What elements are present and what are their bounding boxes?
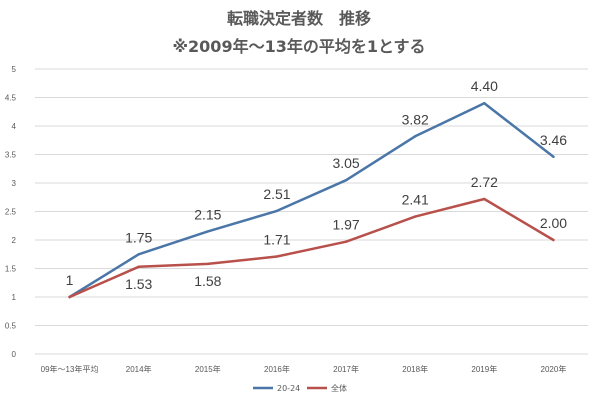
data-point xyxy=(483,197,486,201)
y-tick-label: 5 xyxy=(12,65,17,74)
data-label: 2.72 xyxy=(471,174,498,190)
data-label: 1.75 xyxy=(125,229,152,245)
data-point xyxy=(206,262,210,266)
y-tick-label: 4 xyxy=(12,122,17,131)
data-label: 3.05 xyxy=(332,155,359,171)
series-line xyxy=(68,197,555,299)
data-point xyxy=(483,102,486,105)
data-point xyxy=(552,238,555,242)
y-tick-label: 2 xyxy=(12,236,17,245)
data-label: 2.51 xyxy=(263,186,290,202)
data-label: 3.46 xyxy=(540,132,567,148)
data-label: 2.15 xyxy=(194,206,221,222)
chart-subtitle: ※2009年～13年の平均を1とする xyxy=(172,37,425,56)
data-label: 2.41 xyxy=(402,192,429,208)
data-label: 1.53 xyxy=(125,276,152,292)
data-point xyxy=(552,155,555,158)
legend-label: 全体 xyxy=(331,383,347,393)
data-point xyxy=(275,209,279,213)
data-label: 3.82 xyxy=(402,111,429,127)
chart-title: 転職決定者数 推移 xyxy=(227,9,371,28)
x-tick-label: 2016年 xyxy=(264,364,290,374)
data-label: 2.00 xyxy=(540,215,567,231)
y-tick-label: 0.5 xyxy=(5,322,17,331)
x-tick-label: 2015年 xyxy=(195,364,221,374)
y-tick-label: 4.5 xyxy=(5,94,17,103)
y-tick-label: 3.5 xyxy=(5,151,17,160)
series-line xyxy=(68,101,555,299)
y-tick-label: 1 xyxy=(12,293,17,302)
x-tick-label: 2020年 xyxy=(541,364,567,374)
data-label: 1.97 xyxy=(332,217,359,233)
data-point xyxy=(68,295,71,299)
x-tick-label: 09年～13年平均 xyxy=(41,364,99,374)
data-point xyxy=(137,253,140,256)
x-tick-label: 2017年 xyxy=(333,364,359,374)
data-label: 1 xyxy=(66,272,74,288)
y-tick-label: 0 xyxy=(12,350,17,359)
data-point xyxy=(344,240,348,243)
data-label: 1.71 xyxy=(263,232,290,248)
data-point xyxy=(206,230,210,233)
data-point xyxy=(275,255,279,258)
x-tick-label: 2014年 xyxy=(126,364,152,374)
x-tick-label: 2018年 xyxy=(402,364,428,374)
y-tick-label: 1.5 xyxy=(5,265,17,274)
data-point xyxy=(137,265,140,268)
data-point xyxy=(413,135,417,138)
data-label: 1.58 xyxy=(194,273,221,289)
data-label: 4.40 xyxy=(471,78,498,94)
data-point xyxy=(344,178,348,182)
legend-label: 20-24 xyxy=(277,384,300,393)
y-tick-label: 3 xyxy=(12,179,17,188)
x-tick-label: 2019年 xyxy=(471,364,497,374)
data-point xyxy=(413,215,417,218)
y-tick-label: 2.5 xyxy=(5,208,17,217)
